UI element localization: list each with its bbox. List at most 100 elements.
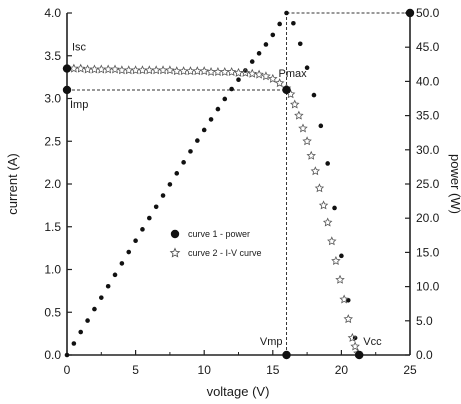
iv-curve-point: [220, 67, 230, 77]
iv-curve-point: [110, 64, 120, 74]
left-y-tick-label: 0.0: [44, 348, 61, 362]
legend-label-iv: curve 2 - I-V curve: [188, 248, 262, 258]
iv-curve-point: [206, 67, 216, 77]
legend-label-power: curve 1 - power: [188, 229, 250, 239]
x-axis-title: voltage (V): [207, 384, 270, 399]
iv-curve-point: [124, 65, 134, 75]
power-curve-point: [153, 204, 159, 210]
power-curve-point: [181, 160, 186, 165]
power-curve-point: [167, 182, 173, 187]
left-y-tick-label: 0.5: [44, 305, 61, 319]
right-y-tick-label: 30.0: [416, 143, 440, 157]
power-curve-point: [229, 86, 234, 92]
iv-curve-point: [185, 66, 196, 76]
iv-curve-point: [144, 65, 155, 75]
power-curve-point: [133, 238, 138, 244]
power-curve-point: [284, 10, 289, 16]
power-curve-point: [256, 51, 262, 56]
key-point-marker: [282, 85, 291, 95]
iv-curve-point: [247, 68, 257, 78]
x-tick-label: 20: [335, 363, 349, 377]
power-curve-point: [112, 272, 118, 278]
power-curve-point: [64, 352, 70, 358]
power-curve-point: [311, 92, 317, 98]
iv-curve-point: [130, 65, 141, 75]
power-curve-point: [291, 20, 296, 26]
key-point-marker: [355, 350, 364, 360]
power-curve-point: [339, 253, 344, 259]
iv-curve-point: [82, 64, 93, 74]
left-y-axis-title: current (A): [5, 153, 20, 214]
point-label: Isc: [72, 42, 87, 54]
point-label: Pmax: [279, 68, 308, 80]
left-y-tick-label: 3.0: [44, 92, 61, 106]
iv-curve-point: [75, 63, 86, 73]
key-point-marker: [62, 85, 72, 95]
iv-curve-point: [213, 67, 223, 77]
iv-curve-point: [310, 166, 321, 176]
iv-curve-point: [192, 66, 203, 76]
point-label: Vmp: [260, 336, 283, 348]
iv-curve-point: [89, 64, 100, 74]
key-point-marker: [405, 8, 415, 18]
power-curve-point: [201, 127, 207, 133]
x-tick-label: 10: [198, 363, 212, 377]
iv-curve-point: [339, 294, 349, 304]
iv-curve-point: [327, 236, 337, 246]
iv-curve-point: [178, 66, 189, 76]
right-y-tick-label: 35.0: [416, 109, 440, 123]
left-y-tick-label: 3.5: [44, 49, 61, 63]
power-curve-point: [263, 42, 269, 47]
iv-curve-point: [343, 314, 353, 324]
power-curve-point: [92, 306, 97, 312]
iv-curve-point: [117, 65, 127, 75]
iv-curve-point: [302, 136, 312, 146]
power-curve-point: [325, 161, 330, 166]
right-y-axis-title: power (W): [448, 154, 461, 214]
power-curve-point: [160, 193, 166, 198]
power-curve-point: [236, 77, 241, 82]
iv-curve-point: [96, 64, 107, 74]
reference-lines: [67, 12, 410, 355]
legend-marker-iv: [169, 247, 181, 258]
point-label: Imp: [70, 99, 88, 111]
left-y-tick-label: 2.0: [44, 177, 61, 191]
key-points: [62, 8, 415, 360]
power-curve-point: [318, 123, 324, 129]
iv-curve-point: [314, 183, 325, 193]
iv-curve-point: [350, 341, 360, 351]
x-tick-label: 5: [132, 363, 139, 377]
power-curve-point: [208, 117, 214, 122]
power-curve-point: [71, 341, 77, 346]
legend-marker-power: [170, 229, 180, 239]
iv-curve-point: [322, 217, 333, 227]
right-y-tick-label: 10.0: [416, 280, 440, 294]
iv-curve-point: [151, 65, 161, 75]
power-curve-point: [249, 59, 255, 64]
plot-frame: [66, 13, 411, 356]
iv-curve-point: [318, 200, 329, 210]
iv-curve-point: [347, 332, 358, 342]
iv-curve-point: [335, 274, 345, 284]
tick-marks: [66, 12, 411, 356]
right-y-tick-label: 20.0: [416, 211, 440, 225]
right-y-tick-label: 0.0: [416, 348, 433, 362]
power-curve-point: [297, 41, 303, 47]
left-y-tick-label: 1.5: [44, 220, 61, 234]
right-y-tick-label: 15.0: [416, 245, 440, 259]
iv-curve-point: [165, 65, 175, 75]
iv-series: [69, 63, 363, 358]
iv-curve-point: [137, 65, 148, 75]
right-y-tick-label: 5.0: [416, 314, 433, 328]
power-curve-point: [270, 32, 276, 38]
iv-curve-point: [233, 67, 244, 77]
key-point-marker: [282, 350, 291, 360]
power-curve-point: [332, 205, 337, 211]
iv-curve-point: [298, 123, 308, 133]
iv-curve-point: [158, 65, 168, 75]
iv-curve-point: [199, 66, 209, 76]
right-y-tick-label: 50.0: [416, 6, 440, 20]
left-y-tick-label: 4.0: [44, 6, 61, 20]
x-tick-label: 0: [64, 363, 71, 377]
